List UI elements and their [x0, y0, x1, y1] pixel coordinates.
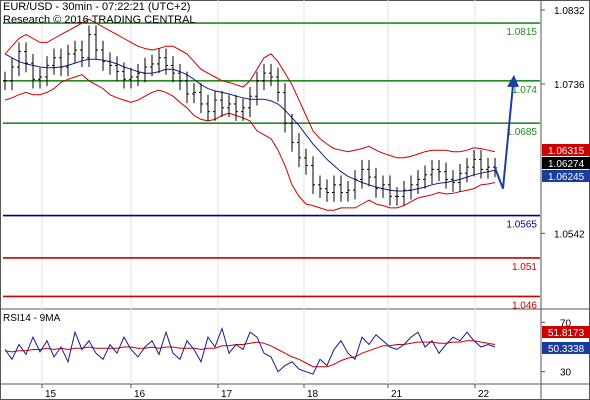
x-tick-label: 17 [221, 389, 233, 400]
level-label-resistance: 1.0815 [506, 27, 537, 38]
level-label-resistance: 1.074 [512, 85, 537, 96]
x-tick-label: 15 [45, 389, 57, 400]
chart-header-instrument: EUR/USD - 30min - 07:22:21 (UTC+2) [3, 1, 191, 13]
price-marker-box [542, 170, 590, 182]
rsi-line [4, 326, 496, 375]
rsi-ma-line [4, 340, 496, 368]
price-marker-label: 1.06274 [548, 159, 585, 170]
y-tick-label: 1.0542 [554, 229, 585, 240]
bollinger-upper-line [4, 18, 496, 159]
price-marker-label: 1.06315 [548, 146, 585, 157]
chart-header-copyright: Research © 2016 TRADING CENTRAL [3, 14, 196, 26]
x-tick-label: 21 [391, 389, 403, 400]
price-marker-label: 1.06245 [548, 172, 585, 183]
rsi-marker-label: 50.3338 [548, 344, 585, 355]
rsi-marker-box [542, 342, 590, 354]
rsi-marker-box [542, 326, 590, 338]
level-label-support: 1.051 [512, 262, 537, 273]
forecast-arrow-line [494, 84, 514, 190]
y-tick-label: 1.0736 [554, 80, 585, 91]
level-label-support: 1.046 [512, 300, 537, 311]
forecast-arrow-head [507, 74, 519, 87]
rsi-y-tick-label: 30 [560, 368, 572, 379]
rsi-panel-title: RSI14 - 9MA [3, 313, 61, 324]
price-marker-box [542, 144, 590, 156]
price-marker-box [542, 157, 590, 169]
y-tick-label: 1.0832 [554, 6, 585, 17]
level-label-resistance: 1.0685 [506, 127, 537, 138]
level-label-pivot: 1.0565 [506, 220, 537, 231]
x-tick-label: 22 [478, 389, 490, 400]
x-tick-label: 16 [134, 389, 146, 400]
rsi-y-tick-label: 70 [560, 318, 572, 329]
bollinger-lower-line [4, 74, 496, 211]
x-tick-label: 18 [307, 389, 319, 400]
rsi-marker-label: 51.8173 [548, 328, 585, 339]
